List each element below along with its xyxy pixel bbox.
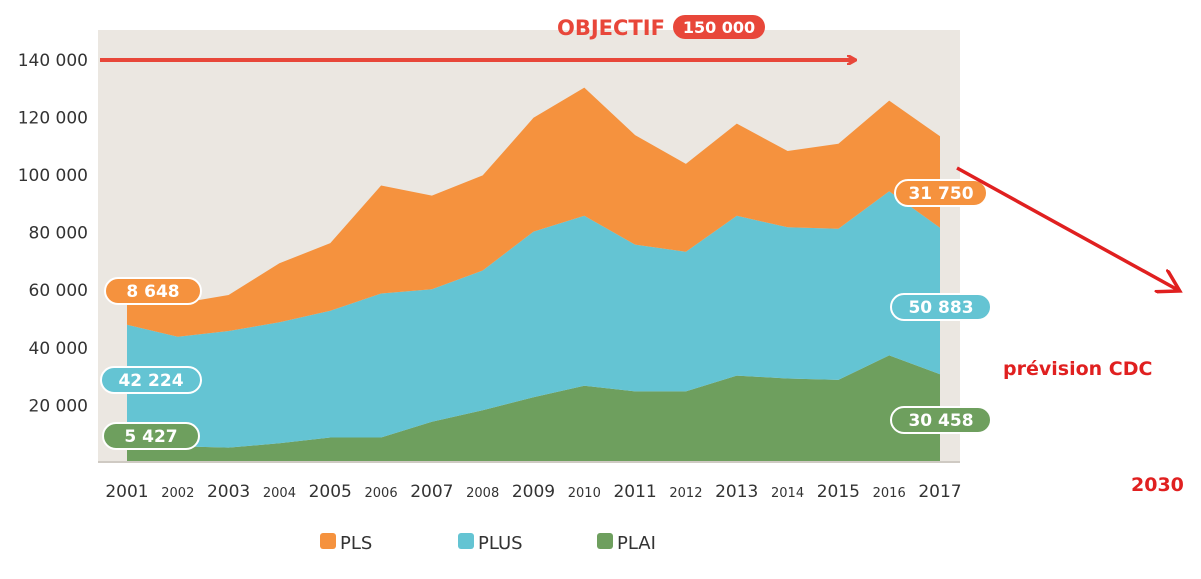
forecast-year: 2030: [1131, 474, 1184, 496]
label-2001-plus-badge: [100, 366, 202, 394]
forecast-arrow: [956, 166, 1178, 290]
objective-value: 150 000: [683, 18, 755, 37]
objective-value-badge: [673, 15, 765, 39]
legend: PLS PLUS PLAI: [320, 533, 656, 554]
y-tick-label: 80 000: [29, 224, 88, 244]
legend-swatch-plai: [597, 533, 613, 549]
y-tick-label: 20 000: [29, 396, 88, 416]
y-tick-label: 60 000: [29, 281, 88, 301]
x-tick-label: 2007: [410, 482, 453, 502]
x-tick-label: 2006: [365, 486, 398, 501]
label-2001-plai: 5 427: [124, 427, 177, 447]
x-tick-label: 2013: [715, 482, 758, 502]
label-2017-plai: 30 458: [908, 411, 973, 431]
x-tick-label: 2003: [207, 482, 250, 502]
x-tick-label: 2009: [512, 482, 555, 502]
x-tick-label: 2016: [873, 486, 906, 501]
forecast-annotation: prévision CDC 2030: [956, 166, 1184, 496]
label-2017-plus-badge: [890, 293, 992, 321]
legend-label-pls: PLS: [340, 533, 372, 554]
y-tick-label: 120 000: [18, 108, 88, 128]
y-axis-ticks: 20 000 40 000 60 000 80 000 100 000 120 000 14…: [18, 51, 88, 417]
label-2017-pls: 31 750: [908, 184, 973, 204]
x-tick-label: 2012: [669, 486, 702, 501]
forecast-label: prévision CDC: [1003, 358, 1152, 380]
area-plai: [127, 355, 940, 462]
label-2001-plai-badge: [102, 422, 200, 450]
x-tick-label: 2011: [613, 482, 656, 502]
label-2001-plus: 42 224: [118, 371, 183, 391]
x-axis-ticks: 2001 2002 2003 2004 2005 2006 2007 2008 2009 2010…: [105, 482, 961, 502]
x-tick-label: 2014: [771, 486, 804, 501]
objective-label: OBJECTIF: [557, 16, 665, 40]
x-tick-label: 2008: [466, 486, 499, 501]
label-2017-plai-badge: [890, 406, 992, 434]
label-2017-plus: 50 883: [908, 298, 973, 318]
y-tick-label: 40 000: [29, 339, 88, 359]
x-tick-label: 2002: [161, 486, 194, 501]
y-tick-label: 100 000: [18, 166, 88, 186]
x-tick-label: 2017: [918, 482, 961, 502]
x-tick-label: 2001: [105, 482, 148, 502]
legend-label-plai: PLAI: [617, 533, 656, 554]
label-2017-pls-badge: [894, 179, 988, 207]
x-tick-label: 2015: [817, 482, 860, 502]
area-pls: [127, 87, 940, 337]
x-tick-label: 2010: [568, 486, 601, 501]
y-tick-label: 140 000: [18, 51, 88, 71]
label-2001-pls-badge: [104, 277, 202, 305]
objective-annotation: OBJECTIF 150 000: [100, 15, 855, 60]
area-plus: [127, 191, 940, 448]
x-tick-label: 2004: [263, 486, 296, 501]
value-labels-group: 8 648 42 224 5 427 31 750 50 883 30 458: [100, 179, 992, 450]
legend-swatch-plus: [458, 533, 474, 549]
label-2001-pls: 8 648: [126, 282, 179, 302]
area-series-group: [127, 87, 940, 462]
legend-label-plus: PLUS: [478, 533, 523, 554]
x-tick-label: 2005: [309, 482, 352, 502]
legend-swatch-pls: [320, 533, 336, 549]
